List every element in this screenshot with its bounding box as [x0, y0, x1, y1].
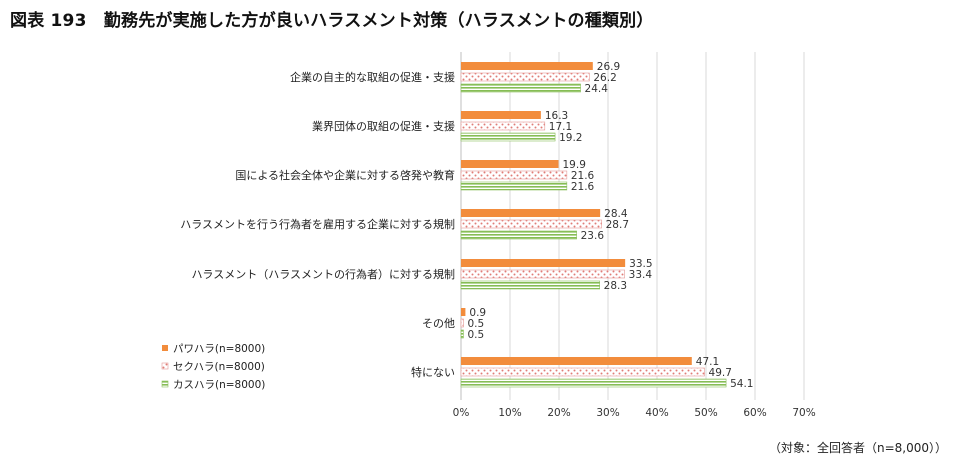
data-label: 33.5 — [629, 258, 652, 270]
bar-customer — [460, 280, 600, 290]
data-label: 24.4 — [585, 83, 609, 95]
x-tick-label: 40% — [645, 407, 668, 419]
bar-power — [461, 308, 466, 316]
data-label: 28.7 — [606, 219, 629, 231]
bar-sexual — [460, 318, 464, 328]
bar-sexual — [460, 219, 602, 229]
bar-sexual — [460, 72, 590, 82]
footnote: （対象：全回答者（n=8,000）） — [768, 441, 947, 455]
category-label: 業界団体の取組の促進・支援 — [312, 119, 455, 133]
bar-customer — [460, 181, 568, 191]
bar-power — [461, 160, 559, 168]
bar-power — [461, 111, 541, 119]
data-label: 47.1 — [696, 356, 719, 368]
data-label: 23.6 — [581, 230, 605, 242]
x-tick-label: 10% — [498, 407, 521, 419]
data-label: 33.4 — [629, 269, 653, 281]
data-label: 16.3 — [545, 110, 568, 122]
bar-customer — [460, 230, 577, 240]
x-tick-label: 0% — [453, 407, 470, 419]
bar-sexual — [460, 170, 568, 180]
legend: パワハラ(n=8000) セクハラ(n=8000) カスハラ(n=8000) — [161, 343, 265, 391]
data-label: 21.6 — [571, 170, 595, 182]
data-label: 19.2 — [559, 132, 582, 144]
bar-power — [461, 209, 601, 217]
x-tick-label: 50% — [694, 407, 717, 419]
data-label: 49.7 — [709, 367, 732, 379]
data-label: 0.5 — [467, 318, 484, 330]
data-label: 0.9 — [469, 307, 486, 319]
data-label: 54.1 — [730, 378, 753, 390]
category-label: 特にない — [411, 365, 455, 379]
legend-swatch — [161, 380, 169, 388]
data-label: 17.1 — [549, 121, 572, 133]
bar-customer — [460, 378, 727, 388]
data-label: 26.9 — [597, 61, 620, 73]
bar-sexual — [460, 121, 546, 131]
bar-power — [461, 357, 692, 365]
bar-customer — [460, 83, 581, 93]
legend-swatch — [161, 362, 169, 370]
data-label-layer: 26.926.224.416.317.119.219.921.621.628.4… — [467, 61, 753, 390]
data-label: 28.3 — [604, 280, 627, 292]
legend-label: カスハラ(n=8000) — [173, 379, 265, 391]
bar-customer — [460, 329, 464, 339]
legend-swatch — [162, 345, 168, 351]
category-label-layer: 企業の自主的な取組の促進・支援業界団体の取組の促進・支援国による社会全体や企業に… — [180, 70, 455, 379]
data-label: 19.9 — [563, 159, 586, 171]
bar-power — [461, 259, 626, 267]
data-label: 21.6 — [571, 181, 595, 193]
category-label: ハラスメントを行う行為者を雇用する企業に対する規制 — [180, 217, 455, 231]
chart-title: 図表 193 勤務先が実施した方が良いハラスメント対策（ハラスメントの種類別） — [10, 11, 654, 31]
legend-label: パワハラ(n=8000) — [173, 343, 265, 355]
x-tick-label: 30% — [596, 407, 619, 419]
data-label: 28.4 — [604, 208, 628, 220]
category-label: その他 — [422, 317, 455, 330]
x-tick-label: 60% — [743, 407, 766, 419]
category-label: ハラスメント（ハラスメントの行為者）に対する規制 — [191, 267, 455, 281]
bar-sexual — [460, 367, 705, 377]
legend-label: セクハラ(n=8000) — [173, 361, 265, 373]
category-label: 企業の自主的な取組の促進・支援 — [290, 70, 455, 84]
x-tick-layer: 0% 10% 20% 30% 40% 50% 60% 70% — [453, 407, 816, 419]
x-tick-label: 70% — [792, 407, 815, 419]
bar-power — [461, 62, 593, 70]
bar-customer — [460, 132, 556, 142]
data-label: 0.5 — [467, 329, 484, 341]
bar-layer — [460, 62, 727, 388]
bar-sexual — [460, 269, 625, 279]
x-tick-label: 20% — [547, 407, 570, 419]
category-label: 国による社会全体や企業に対する啓発や教育 — [235, 168, 455, 182]
data-label: 26.2 — [593, 72, 616, 84]
